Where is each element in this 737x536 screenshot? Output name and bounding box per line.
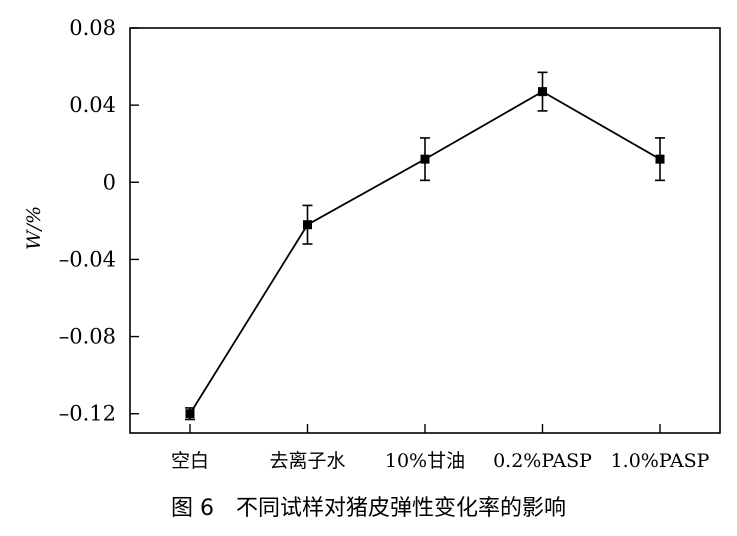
data-point-marker (185, 409, 195, 419)
data-point-marker (420, 154, 430, 164)
x-tick-label: 去离子水 (269, 450, 345, 472)
x-tick-label: 10%甘油 (385, 450, 465, 472)
plot-frame (129, 27, 721, 434)
y-axis-label: W/% (23, 206, 45, 250)
x-tick-label: 0.2%PASP (493, 450, 592, 472)
y-tick-label: –0.12 (59, 402, 116, 426)
y-tick-label: –0.08 (59, 325, 116, 349)
data-point-marker (303, 220, 312, 230)
figure-caption: 图 6 不同试样对猪皮弹性变化率的影响 (171, 496, 566, 521)
x-tick-label: 空白 (171, 450, 209, 472)
y-tick-label: 0 (103, 170, 116, 194)
y-tick-label: –0.04 (59, 247, 116, 271)
y-axis-ticks: 0.08 0.04 0 –0.04 –0.08 –0.12 (59, 16, 139, 426)
series-line (185, 71, 665, 421)
x-axis-ticks: 空白 去离子水 10%甘油 0.2%PASP 1.0%PASP (171, 424, 710, 472)
data-point-marker (538, 87, 547, 97)
chart: 0.08 0.04 0 –0.04 –0.08 –0.12 空白 去离子水 10%甘油 0.2%… (23, 16, 721, 472)
data-point-marker (655, 154, 665, 164)
x-tick-label: 1.0%PASP (611, 450, 710, 472)
y-tick-label: 0.04 (69, 93, 116, 117)
y-tick-label: 0.08 (69, 16, 116, 40)
